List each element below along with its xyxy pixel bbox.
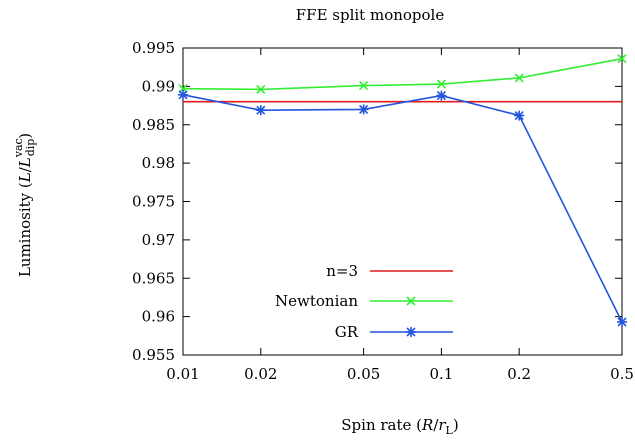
data-point-newtonian [256, 84, 266, 95]
x-tick-label: 0.2 [507, 365, 531, 383]
y-tick-label: 0.955 [132, 346, 175, 364]
x-tick-label: 0.02 [244, 365, 277, 383]
legend-label-newtonian: Newtonian [275, 292, 358, 310]
series-group [178, 54, 627, 327]
x-tick-label: 0.05 [347, 365, 380, 383]
series-line-newtonian [182, 57, 623, 91]
data-point-gr [358, 104, 369, 115]
data-point-newtonian [617, 54, 627, 64]
x-axis-label: Spin rate (R/rL) [341, 416, 458, 437]
x-tick-label: 0.1 [429, 365, 453, 383]
y-tick-label: 0.985 [132, 116, 175, 134]
data-point-newtonian [514, 73, 524, 83]
svg-text:Luminosity (L/Lvacdip): Luminosity (L/Lvacdip) [12, 133, 37, 277]
legend: n=3 Newtonian GR [275, 262, 453, 341]
axis-ticks: 0.955 0.96 0.965 0.97 0.975 0.98 0.985 0.99 0.99… [132, 39, 634, 383]
x-tick-label: 0.01 [166, 365, 199, 383]
legend-label-n-3: n=3 [326, 262, 358, 280]
y-tick-label: 0.97 [142, 231, 175, 249]
legend-marker-newtonian [406, 296, 416, 306]
y-tick-label: 0.96 [142, 308, 175, 326]
data-point-gr [514, 110, 525, 121]
y-tick-label: 0.965 [132, 269, 175, 287]
svg-text:Spin rate (R/rL): Spin rate (R/rL) [341, 416, 458, 437]
y-tick-label: 0.975 [132, 193, 175, 211]
series-line-gr [182, 94, 623, 323]
x-tick-label: 0.5 [610, 365, 634, 383]
legend-marker-gr [406, 327, 416, 337]
y-tick-label: 0.995 [132, 39, 175, 57]
data-point-newtonian [359, 81, 369, 91]
y-tick-label: 0.99 [142, 77, 175, 95]
legend-label-gr: GR [335, 323, 359, 341]
data-point-gr [617, 316, 627, 327]
y-tick-label: 0.98 [142, 154, 175, 172]
data-point-gr [178, 89, 188, 100]
chart-title: FFE split monopole [296, 6, 445, 24]
data-point-gr [255, 105, 266, 116]
data-point-gr [436, 90, 447, 101]
y-axis-label: Luminosity (L/Lvacdip) [12, 133, 37, 277]
data-point-newtonian [436, 79, 446, 89]
plot-frame [182, 47, 623, 356]
